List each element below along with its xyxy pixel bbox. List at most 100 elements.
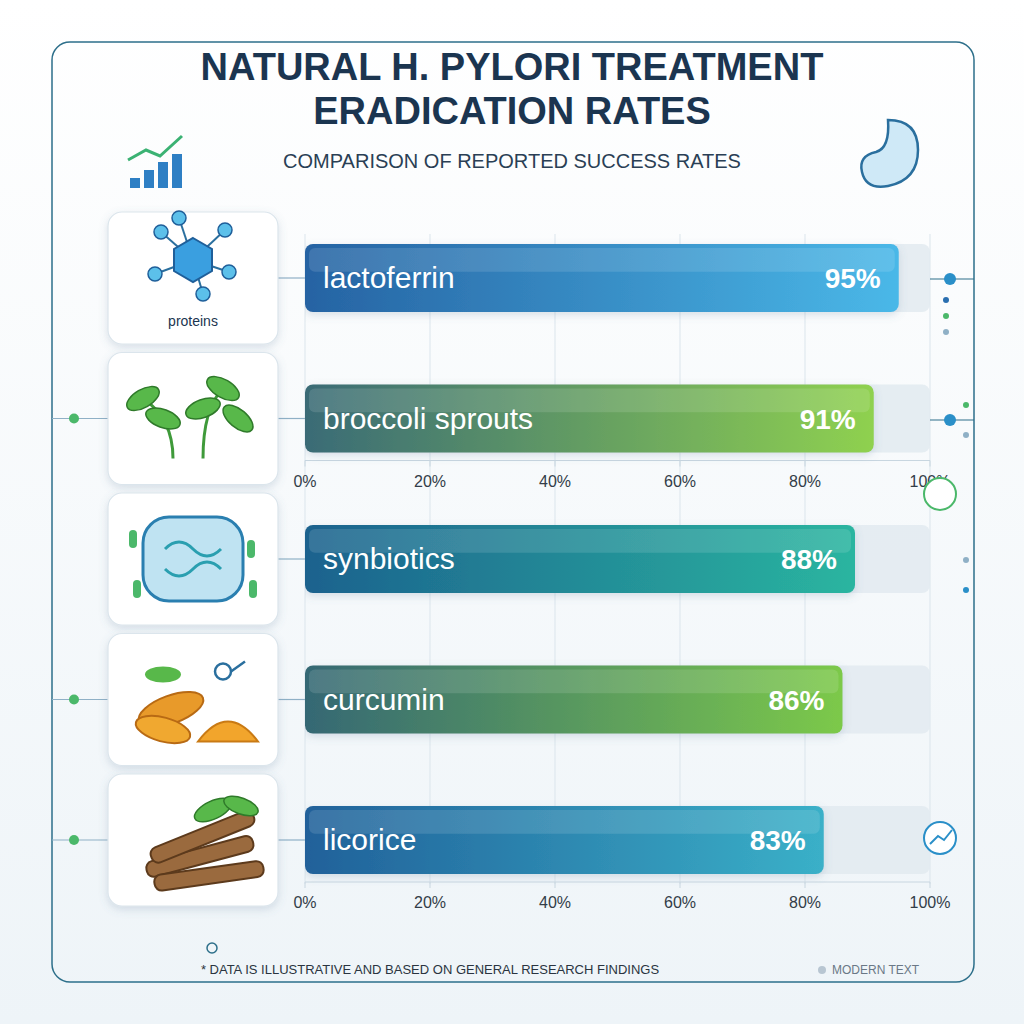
footnote: * DATA IS ILLUSTRATIVE AND BASED ON GENE…	[201, 962, 660, 977]
bar	[305, 385, 874, 453]
connector	[278, 699, 305, 700]
tick	[930, 882, 931, 888]
connector	[52, 699, 108, 700]
icon-leaf	[183, 394, 223, 423]
bar-track	[305, 525, 930, 593]
tick	[680, 461, 681, 467]
category-label: synbiotics	[323, 542, 455, 575]
dot	[963, 557, 969, 563]
icon-powder	[198, 722, 258, 742]
connector	[52, 839, 108, 840]
tick-label: 0%	[293, 894, 316, 911]
icon-bacterium	[129, 530, 137, 548]
tick	[930, 461, 931, 467]
icon-hex	[174, 238, 212, 282]
dot	[963, 402, 969, 408]
axis-line	[305, 882, 930, 883]
icon-box	[108, 634, 278, 766]
icon-leaf	[145, 667, 181, 683]
data-label: 83%	[750, 825, 806, 856]
dot	[943, 297, 949, 303]
connector	[52, 418, 108, 419]
bar	[305, 666, 843, 734]
dot	[943, 313, 949, 319]
tick-label: 20%	[414, 473, 446, 490]
connector	[278, 558, 305, 559]
tick	[305, 882, 306, 888]
icon-box	[108, 493, 278, 625]
dot	[943, 329, 949, 335]
dot	[207, 943, 217, 953]
grid	[305, 234, 930, 884]
decorations	[207, 273, 974, 953]
title: NATURAL H. PYLORI TREATMENTERADICATION R…	[201, 46, 824, 132]
icon-label: proteins	[168, 313, 218, 329]
category-label: curcumin	[323, 683, 445, 716]
tick-label: 80%	[789, 894, 821, 911]
connector-dot	[944, 273, 956, 285]
icon-leaf	[221, 792, 260, 819]
connector-dot	[69, 835, 79, 845]
trend-line	[930, 830, 952, 844]
icon-bacterium	[247, 540, 255, 558]
icon-leaf	[218, 400, 257, 437]
tick	[430, 461, 431, 467]
icon-bar	[172, 154, 182, 188]
icons: proteins	[52, 211, 305, 906]
data-label: 88%	[781, 544, 837, 575]
tick-label: 0%	[293, 473, 316, 490]
note: MODERN TEXT	[832, 963, 920, 977]
tracks	[305, 244, 930, 874]
bar	[305, 525, 855, 593]
stomach-badge	[924, 478, 956, 510]
frame	[52, 42, 974, 982]
icon-root	[133, 711, 193, 749]
icon-bar	[130, 178, 140, 188]
trend-badge	[924, 822, 956, 854]
tick	[680, 882, 681, 888]
title-line: NATURAL H. PYLORI TREATMENT	[201, 46, 824, 88]
tick	[805, 882, 806, 888]
tick-label: 20%	[414, 894, 446, 911]
bars	[305, 244, 899, 874]
tick-label: 80%	[789, 473, 821, 490]
connector-dot	[69, 695, 79, 705]
data-label: 86%	[768, 685, 824, 716]
icon-box	[108, 774, 278, 906]
subtitle: COMPARISON OF REPORTED SUCCESS RATES	[283, 150, 741, 172]
icon	[129, 517, 257, 601]
icon-bond	[231, 662, 245, 672]
tick-label: 100%	[910, 894, 951, 911]
icon	[133, 662, 258, 749]
connector-dot	[69, 414, 79, 424]
title-line: ERADICATION RATES	[313, 90, 711, 132]
icon-atom	[196, 287, 210, 301]
icon-bar	[144, 170, 154, 188]
dot	[963, 432, 969, 438]
chart: NATURAL H. PYLORI TREATMENTERADICATION R…	[0, 0, 1024, 1024]
bar-track	[305, 385, 930, 453]
tick	[555, 882, 556, 888]
icon-coil	[165, 542, 221, 576]
data-label: 95%	[825, 263, 881, 294]
bar-track	[305, 666, 930, 734]
icon-box	[108, 353, 278, 485]
icon-atom	[172, 211, 186, 225]
tick-label: 60%	[664, 894, 696, 911]
bar-track	[305, 806, 930, 874]
icon-atom	[148, 267, 162, 281]
tick	[805, 461, 806, 467]
note-dot	[818, 966, 826, 974]
tick	[305, 461, 306, 467]
category-label: broccoli sprouts	[323, 402, 533, 435]
icon-bar	[158, 162, 168, 188]
icon-box	[108, 212, 278, 344]
category-label: licorice	[323, 823, 416, 856]
bar	[305, 806, 824, 874]
icon-atom	[154, 225, 168, 239]
stomach-icon	[861, 120, 918, 187]
icon-bacterium	[249, 580, 257, 598]
axis-line	[305, 460, 930, 461]
connector-dot	[944, 414, 956, 426]
tick	[430, 882, 431, 888]
